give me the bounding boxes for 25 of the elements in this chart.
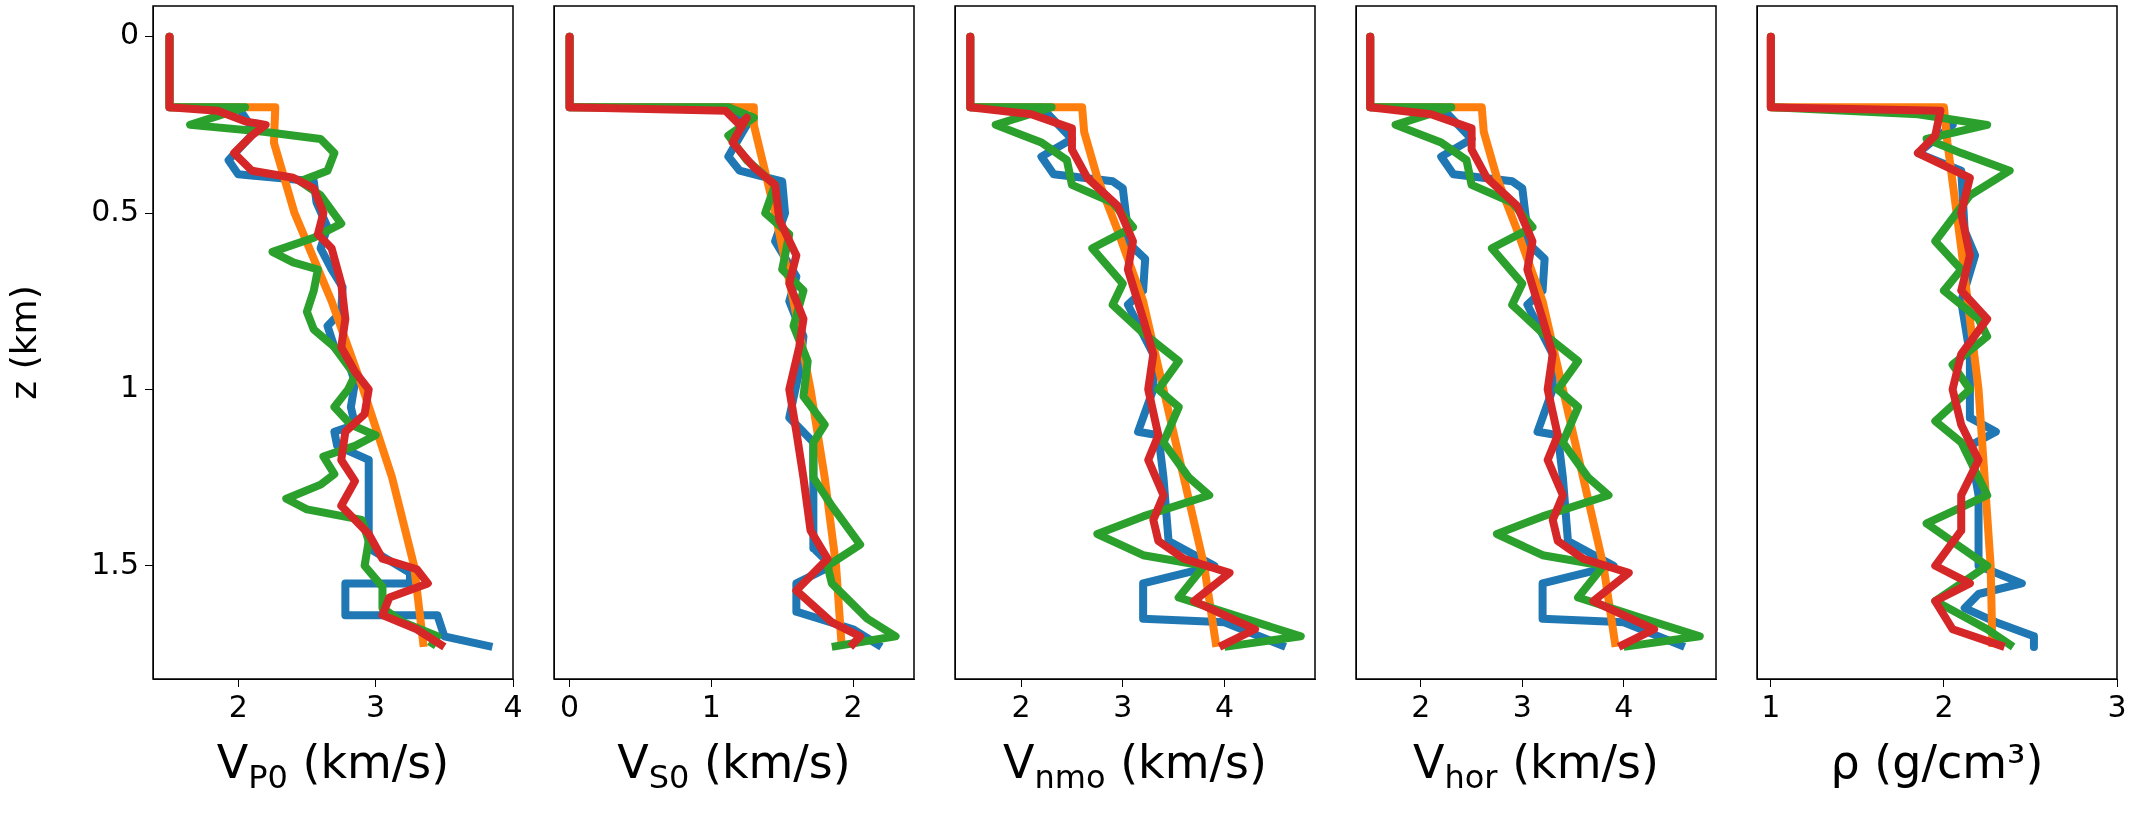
y-axis-title: z (km) (2, 285, 44, 400)
x-tick-label: 1 (701, 688, 721, 724)
x-tick-label: 2 (1411, 688, 1431, 724)
x-tick-label: 3 (2107, 688, 2127, 724)
x-axis-title: V$_{P0}$ (km/s) (216, 735, 450, 797)
y-tick-label: 1.5 (91, 545, 139, 581)
x-tick-label: 2 (228, 688, 248, 724)
x-axis-title: V$_{S0}$ (km/s) (617, 735, 851, 797)
y-tick-label: 0.5 (91, 192, 139, 228)
x-axis-title: V$_{nmo}$ (km/s) (1003, 735, 1267, 797)
x-tick-label: 3 (1512, 688, 1532, 724)
x-tick-label: 2 (1934, 688, 1954, 724)
x-tick-label: 2 (843, 688, 863, 724)
x-tick-label: 0 (560, 688, 580, 724)
y-tick-label: 0 (119, 16, 139, 52)
x-tick-label: 4 (1214, 688, 1235, 724)
x-axis-title: V$_{hor}$ (km/s) (1413, 735, 1659, 797)
x-tick-label: 1 (1761, 688, 1781, 724)
x-tick-label: 4 (1614, 688, 1634, 724)
x-tick-label: 2 (1011, 688, 1031, 724)
x-tick-label: 3 (1113, 688, 1133, 724)
x-axis-title: ρ (g/cm³) (1830, 735, 2044, 789)
x-tick-label: 3 (366, 688, 386, 724)
x-tick-label: 4 (503, 688, 523, 724)
y-tick-label: 1 (119, 369, 139, 405)
